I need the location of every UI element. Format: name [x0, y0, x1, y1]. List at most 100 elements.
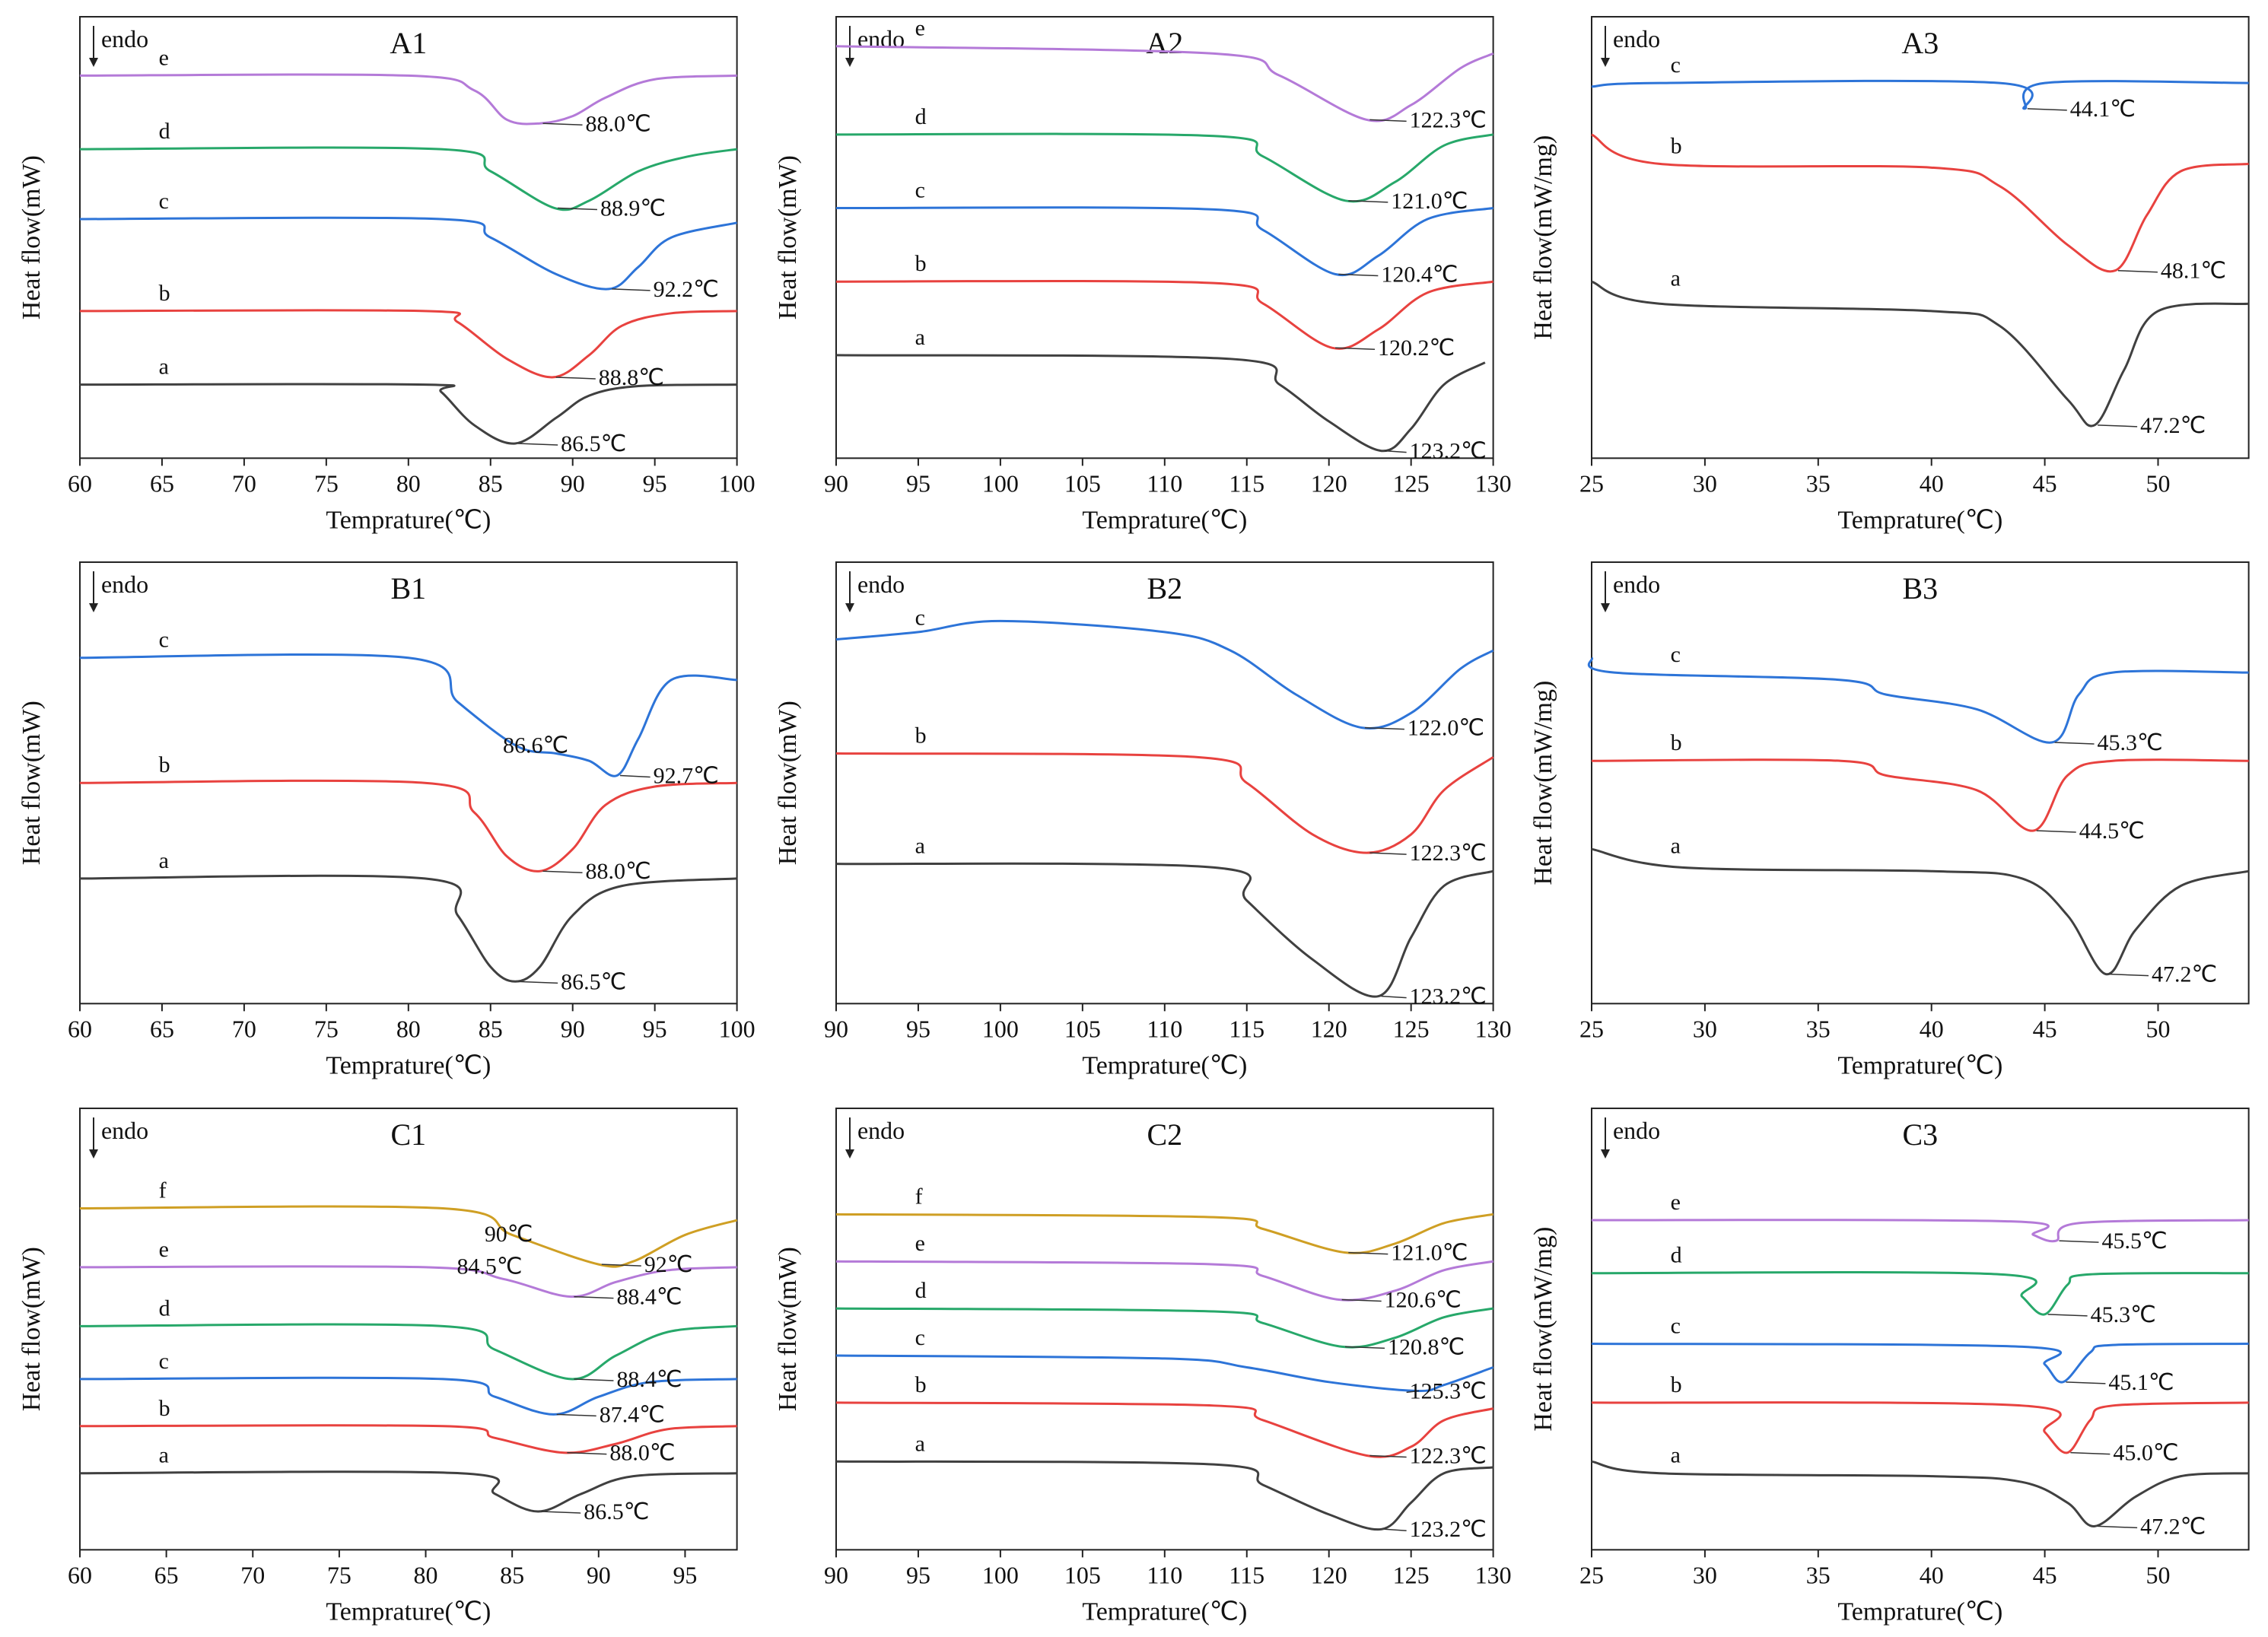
y-axis-label: Heat flow(mW): [774, 155, 802, 319]
series-line-b: [835, 752, 1494, 854]
x-tick-label: 125: [1392, 1561, 1429, 1588]
peak-label-d: 45.3℃: [2091, 1302, 2156, 1327]
peak-leader-c: [556, 1413, 596, 1416]
y-axis-label: Heat flow(mW/mg): [1529, 1226, 1557, 1431]
endo-arrowhead-icon: [845, 58, 854, 68]
peak-label-b: 88.0℃: [609, 1440, 675, 1465]
chart-b3: B3 endo 25 30 35 40 45 50 Temprature(℃) Heat flow…: [1529, 561, 2250, 1080]
peak-leader-d: [574, 1378, 614, 1381]
endo-arrowhead-icon: [845, 1149, 854, 1159]
chart-a3: A3 endo 25 30 35 40 45 50 Temprature(℃) Heat flow…: [1529, 16, 2250, 534]
peak-leader-c: [1338, 273, 1379, 277]
series-label-c: c: [159, 628, 169, 653]
x-tick-label: 125: [1392, 1016, 1429, 1043]
series-line-c: [835, 206, 1493, 277]
chart-c1: C1 endo 60 65 70 75 80 85 90 95 Temprature(℃) Heat …: [17, 1107, 738, 1626]
peak-leader-a: [1381, 996, 1407, 999]
series-label-a: a: [1671, 1442, 1681, 1467]
peak-leader-c: [1406, 1390, 1419, 1393]
peak-leader-c: [612, 288, 650, 291]
series-label-d: d: [915, 1278, 926, 1303]
x-tick-label: 125: [1392, 469, 1429, 497]
series-label-b: b: [915, 251, 926, 276]
shoulder-label-f: 90℃: [485, 1222, 533, 1247]
x-tick-label: 115: [1229, 469, 1264, 497]
chart-title: C2: [1147, 1117, 1182, 1152]
x-tick-label: 100: [982, 1561, 1019, 1588]
y-axis-label: Heat flow(mW): [17, 1247, 46, 1411]
x-tick-label: 105: [1064, 1016, 1101, 1043]
x-axis-label: Temprature(℃): [1082, 506, 1247, 534]
chart-c2: C2 endo 90 95 100 105 110 115 120 125 130 Tempratur…: [774, 1107, 1511, 1626]
series-line-b: [1592, 758, 2249, 832]
peak-label-b: 44.5℃: [2079, 818, 2145, 844]
peak-leader-a: [1384, 1528, 1407, 1531]
peak-label-e: 45.5℃: [2102, 1229, 2168, 1254]
plot-frame: [1591, 16, 2250, 459]
x-tick-label: 130: [1474, 1561, 1511, 1588]
x-tick-label: 35: [1806, 1561, 1831, 1588]
peak-leader-d: [557, 207, 597, 211]
plot-frame: [78, 1107, 738, 1550]
peak-label-d: 88.9℃: [600, 195, 666, 221]
x-tick-label: 95: [643, 469, 667, 497]
peak-label-f: 121.0℃: [1391, 1240, 1468, 1265]
x-tick-label: 110: [1147, 1561, 1182, 1588]
peak-leader-b: [1369, 1454, 1407, 1457]
x-tick-label: 95: [906, 469, 930, 497]
series-label-a: a: [915, 1431, 924, 1456]
peak-leader-c: [1364, 727, 1404, 730]
peak-leader-a: [2098, 424, 2138, 428]
peak-leader-b: [2070, 1451, 2111, 1455]
x-axis-label: Temprature(℃): [1082, 1597, 1247, 1626]
series-line-f: [79, 1205, 738, 1268]
series-line-c: [79, 216, 737, 291]
x-tick-label: 25: [1579, 469, 1604, 497]
peak-leader-c: [619, 775, 650, 778]
peak-label-a: 123.2℃: [1409, 984, 1486, 1009]
endo-label: endo: [1613, 25, 1660, 52]
peak-leader-b: [1334, 347, 1375, 351]
series-line-c: [1592, 1342, 2250, 1384]
endo-label: endo: [101, 1117, 148, 1144]
series-line-e: [1592, 1218, 2250, 1242]
x-tick-label: 40: [1920, 1561, 1944, 1588]
series-line-d: [835, 132, 1493, 203]
series-line-d: [835, 1307, 1493, 1349]
peak-label-c: 122.0℃: [1408, 716, 1484, 741]
peak-label-c: 120.4℃: [1381, 262, 1458, 288]
x-tick-label: 120: [1310, 1016, 1347, 1043]
x-tick-label: 95: [906, 1016, 930, 1043]
x-tick-label: 80: [396, 1016, 421, 1043]
x-tick-label: 40: [1920, 469, 1944, 497]
x-tick-label: 105: [1064, 1561, 1101, 1588]
x-axis-label: Temprature(℃): [1082, 1052, 1247, 1080]
chart-title: A3: [1902, 26, 1939, 60]
series-label-b: b: [915, 723, 926, 749]
series-label-a: a: [159, 354, 169, 380]
x-tick-label: 80: [414, 1561, 438, 1588]
peak-label-a: 86.5℃: [561, 431, 626, 456]
x-tick-label: 90: [561, 469, 585, 497]
shoulder-label-c: 86.6℃: [503, 733, 568, 758]
endo-arrowhead-icon: [1601, 1149, 1611, 1159]
series-line-c: [835, 1354, 1493, 1392]
endo-arrowhead-icon: [1601, 603, 1611, 613]
peak-leader-a: [2109, 974, 2149, 977]
series-line-c: [835, 620, 1494, 730]
endo-label: endo: [857, 571, 905, 598]
peak-leader-e: [1369, 119, 1407, 122]
series-line-b: [835, 1401, 1493, 1458]
x-tick-label: 40: [1920, 1016, 1944, 1043]
series-label-c: c: [1671, 52, 1681, 78]
series-label-c: c: [159, 189, 169, 214]
endo-label: endo: [101, 571, 148, 598]
peak-label-a: 86.5℃: [584, 1499, 649, 1524]
x-tick-label: 25: [1579, 1016, 1604, 1043]
series-label-f: f: [159, 1178, 167, 1203]
peak-label-e: 122.3℃: [1409, 107, 1486, 132]
series-label-b: b: [1671, 1372, 1682, 1397]
series-line-c: [1592, 79, 2249, 110]
peak-label-c: 125.3℃: [1409, 1378, 1486, 1403]
peak-leader-c: [2054, 742, 2095, 745]
